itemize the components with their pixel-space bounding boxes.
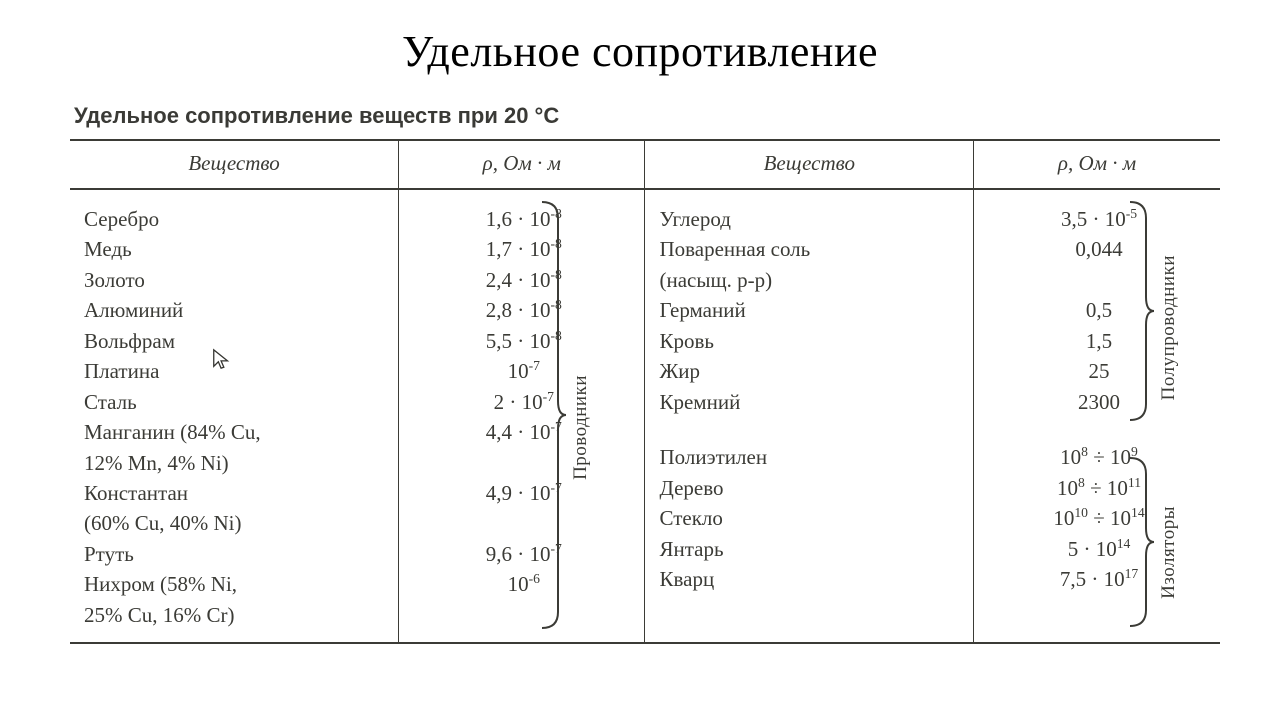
col-header-rho-1: ρ, Ом · м (399, 140, 645, 189)
table-row-substance: (насыщ. р-р) (659, 265, 963, 295)
table-row-substance: 25% Cu, 16% Cr) (84, 600, 388, 630)
table-row-substance: Константан (84, 478, 388, 508)
table-row-substance: Полиэтилен (659, 442, 963, 472)
resistivity-table: Вещество ρ, Ом · м Вещество ρ, Ом · м Се… (70, 139, 1220, 644)
table-row-value: 5 · 1014 (988, 534, 1210, 564)
cell-conductors-values: 1,6 · 10-81,7 · 10-82,4 · 10-82,8 · 10-8… (399, 189, 645, 643)
table-row-substance: Нихром (58% Ni, (84, 569, 388, 599)
table-row-value: 2,4 · 10-8 (413, 265, 634, 295)
table-row-value: 2300 (988, 387, 1210, 417)
cell-right-values: 3,5 · 10-50,044 0,51,5252300 108 ÷ 10910… (974, 189, 1220, 643)
table-row-substance: (60% Cu, 40% Ni) (84, 508, 388, 538)
table-row-value: 5,5 · 10-8 (413, 326, 634, 356)
table-row-value: 7,5 · 1017 (988, 564, 1210, 594)
table-row-value: 25 (988, 356, 1210, 386)
table-row-substance: Кремний (659, 387, 963, 417)
table-row-substance: Серебро (84, 204, 388, 234)
table-row-substance: Медь (84, 234, 388, 264)
table-row-value: 3,5 · 10-5 (988, 204, 1210, 234)
table-row-value: 1,7 · 10-8 (413, 234, 634, 264)
table-row-substance: Стекло (659, 503, 963, 533)
cell-right-substances: УглеродПоваренная соль(насыщ. р-р)Герман… (645, 189, 974, 643)
table-row-value: 2 · 10-7 (413, 387, 634, 417)
table-row-value: 4,9 · 10-7 (413, 478, 634, 508)
table-row-substance: 12% Mn, 4% Ni) (84, 448, 388, 478)
table-row-value: 1,6 · 10-8 (413, 204, 634, 234)
col-header-substance-1: Вещество (70, 140, 399, 189)
table-row-substance: Дерево (659, 473, 963, 503)
table-row-substance: Янтарь (659, 534, 963, 564)
table-row-substance: Алюминий (84, 295, 388, 325)
table-row-substance: Платина (84, 356, 388, 386)
table-row-substance: Углерод (659, 204, 963, 234)
table-row-value: 1,5 (988, 326, 1210, 356)
page-title: Удельное сопротивление (0, 26, 1280, 77)
table-row-value: 2,8 · 10-8 (413, 295, 634, 325)
table-row-substance: Манганин (84% Cu, (84, 417, 388, 447)
table-row-value: 108 ÷ 1011 (988, 473, 1210, 503)
table-row-value: 0,044 (988, 234, 1210, 264)
table-row-substance: Кровь (659, 326, 963, 356)
table-row-value: 10-7 (413, 356, 634, 386)
table-row-value: 108 ÷ 109 (988, 442, 1210, 472)
table-row-substance: Кварц (659, 564, 963, 594)
table-row-substance: Вольфрам (84, 326, 388, 356)
table-row-value: 9,6 · 10-7 (413, 539, 634, 569)
table-row-substance: Поваренная соль (659, 234, 963, 264)
table-row-substance: Золото (84, 265, 388, 295)
table-row-substance: Сталь (84, 387, 388, 417)
table-row-value: 0,5 (988, 295, 1210, 325)
cell-conductors-substances: СереброМедьЗолотоАлюминийВольфрамПлатина… (70, 189, 399, 643)
table-caption: Удельное сопротивление веществ при 20 °С (74, 103, 1220, 129)
table-row-substance: Германий (659, 295, 963, 325)
table-row-value: 10-6 (413, 569, 634, 599)
col-header-substance-2: Вещество (645, 140, 974, 189)
table-row-value: 4,4 · 10-7 (413, 417, 634, 447)
table-row-substance: Ртуть (84, 539, 388, 569)
table-row-value: 1010 ÷ 1014 (988, 503, 1210, 533)
table-row-substance: Жир (659, 356, 963, 386)
resistivity-table-figure: Удельное сопротивление веществ при 20 °С… (70, 103, 1220, 644)
col-header-rho-2: ρ, Ом · м (974, 140, 1220, 189)
